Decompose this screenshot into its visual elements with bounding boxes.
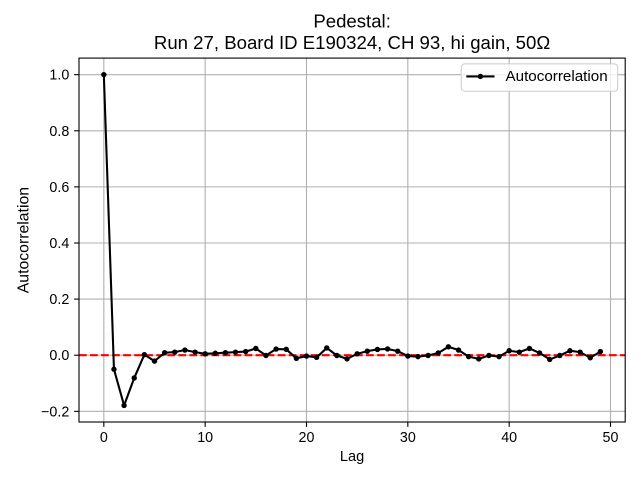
svg-text:10: 10 — [197, 430, 213, 446]
svg-text:Autocorrelation: Autocorrelation — [506, 68, 608, 85]
svg-text:40: 40 — [501, 430, 517, 446]
svg-text:0.6: 0.6 — [49, 180, 69, 196]
svg-text:30: 30 — [400, 430, 416, 446]
svg-text:Autocorrelation: Autocorrelation — [16, 187, 33, 293]
svg-text:50: 50 — [603, 430, 619, 446]
svg-text:0.0: 0.0 — [49, 348, 69, 364]
svg-text:0.2: 0.2 — [49, 292, 69, 308]
svg-text:1.0: 1.0 — [49, 68, 69, 84]
svg-text:−0.2: −0.2 — [41, 404, 69, 420]
svg-text:Pedestal:: Pedestal: — [313, 10, 391, 31]
svg-text:Run 27, Board ID E190324, CH 9: Run 27, Board ID E190324, CH 93, hi gain… — [154, 32, 550, 53]
svg-text:20: 20 — [299, 430, 315, 446]
svg-text:0.8: 0.8 — [49, 124, 69, 140]
svg-text:Lag: Lag — [340, 449, 364, 465]
svg-text:0: 0 — [100, 430, 108, 446]
svg-text:0.4: 0.4 — [49, 236, 69, 252]
